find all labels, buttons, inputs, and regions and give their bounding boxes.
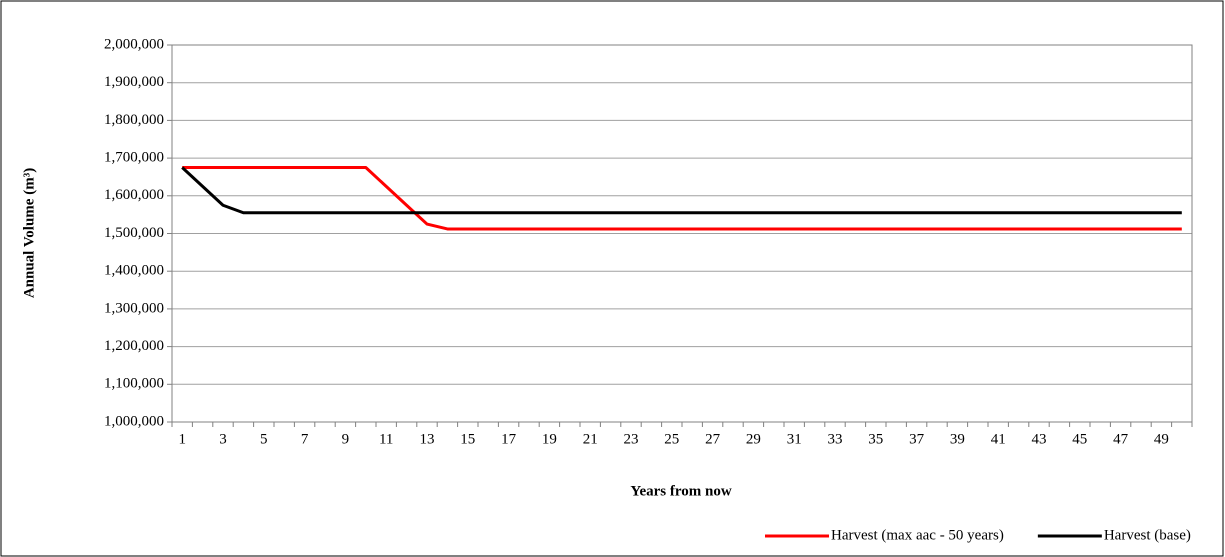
y-tick-label: 1,600,000 [104, 187, 164, 203]
x-tick-label: 33 [828, 431, 843, 447]
x-tick-label: 41 [991, 431, 1006, 447]
y-tick-label: 1,900,000 [104, 74, 164, 90]
x-tick-label: 27 [705, 431, 721, 447]
legend-label: Harvest (max aac - 50 years) [831, 527, 1004, 543]
x-tick-label: 3 [219, 431, 227, 447]
x-tick-label: 47 [1113, 431, 1129, 447]
y-tick-label: 2,000,000 [104, 36, 164, 52]
series-line [182, 166, 1182, 231]
x-tick-label: 11 [379, 431, 393, 447]
y-tick-label: 1,500,000 [104, 225, 164, 241]
y-axis-title: Annual Volume (m³) [21, 168, 37, 298]
x-tick-label: 17 [501, 431, 517, 447]
y-tick-label: 1,400,000 [104, 263, 164, 279]
series-line [181, 166, 1182, 215]
x-axis-title: Years from now [630, 483, 732, 499]
x-tick-label: 31 [787, 431, 802, 447]
x-tick-label: 39 [950, 431, 965, 447]
x-tick-label: 49 [1154, 431, 1169, 447]
x-tick-label: 15 [460, 431, 475, 447]
y-tick-label: 1,300,000 [104, 300, 164, 316]
x-tick-label: 7 [301, 431, 309, 447]
y-tick-label: 1,200,000 [104, 338, 164, 354]
y-tick-label: 1,800,000 [104, 112, 164, 128]
x-tick-label: 5 [260, 431, 268, 447]
x-tick-label: 29 [746, 431, 761, 447]
x-tick-label: 1 [178, 431, 186, 447]
x-tick-label: 13 [420, 431, 435, 447]
x-tick-label: 19 [542, 431, 557, 447]
x-tick-label: 9 [342, 431, 350, 447]
y-tick-label: 1,100,000 [104, 376, 164, 392]
y-tick-label: 1,700,000 [104, 150, 164, 166]
x-tick-label: 21 [583, 431, 598, 447]
y-tick-label: 1,000,000 [104, 413, 164, 429]
x-tick-label: 37 [909, 431, 925, 447]
x-tick-label: 45 [1072, 431, 1087, 447]
x-tick-label: 23 [624, 431, 639, 447]
legend-label: Harvest (base) [1104, 527, 1191, 543]
x-tick-label: 25 [664, 431, 679, 447]
x-tick-label: 43 [1032, 431, 1047, 447]
x-tick-label: 35 [868, 431, 883, 447]
